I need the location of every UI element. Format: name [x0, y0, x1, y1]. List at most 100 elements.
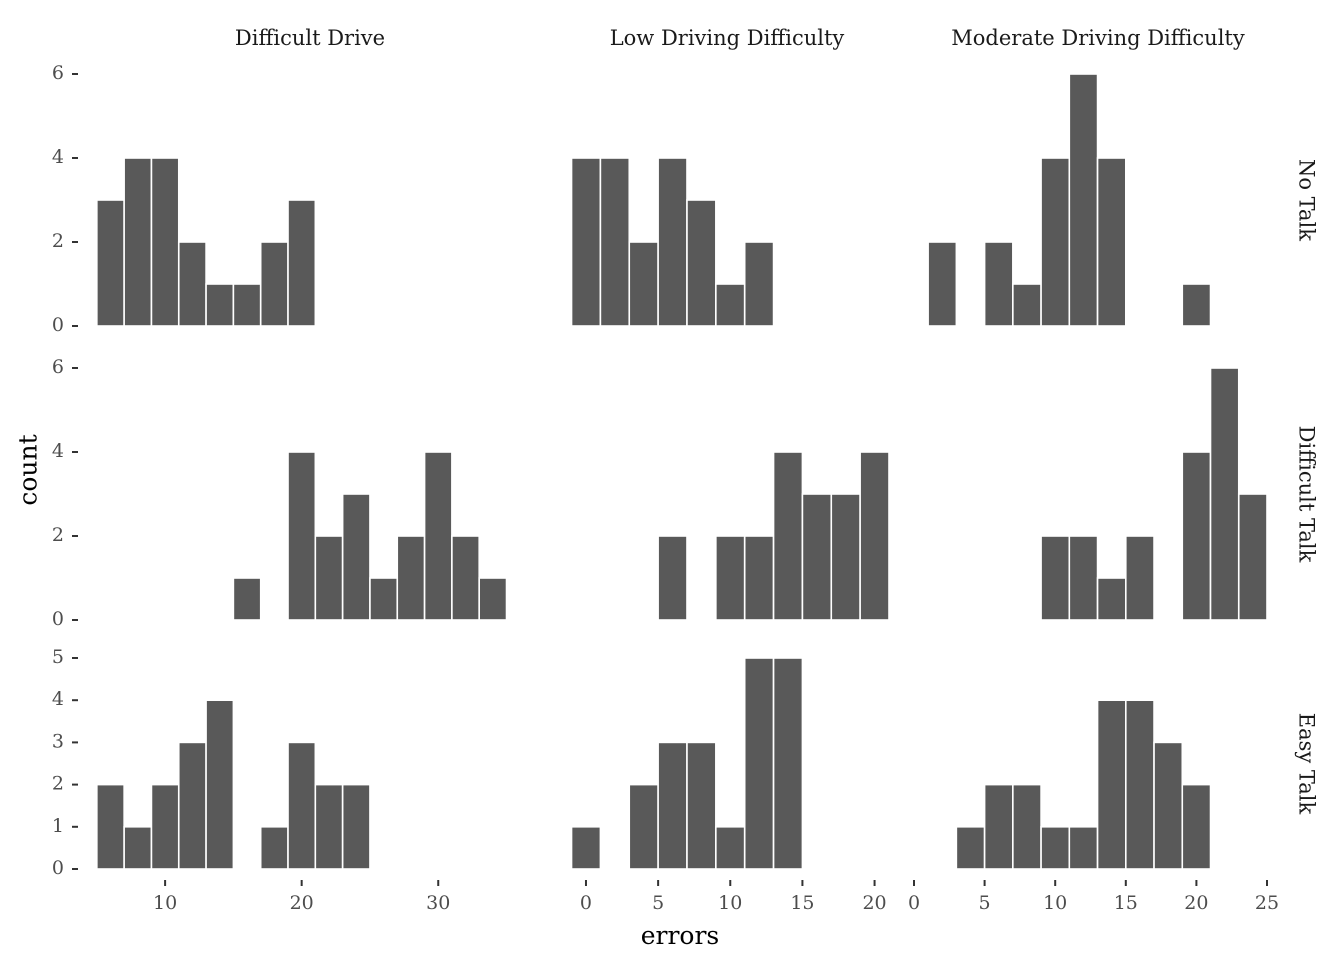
row-strip-label: Difficult Talk — [1295, 426, 1319, 563]
histogram-bar — [570, 157, 602, 327]
x-tick-label: 25 — [1255, 892, 1279, 914]
histogram-bar — [1068, 535, 1099, 621]
histogram-bar — [859, 451, 890, 621]
panel — [955, 699, 1212, 870]
histogram-bar — [927, 241, 958, 327]
histogram-bar — [451, 535, 481, 621]
histogram-bar — [259, 825, 289, 870]
y-axis-title: count — [14, 434, 43, 505]
histogram-bar — [287, 199, 317, 327]
histogram-bar — [1096, 157, 1127, 327]
y-tick-label: 4 — [52, 688, 64, 710]
histogram-bar — [983, 241, 1014, 327]
histogram-bar — [801, 493, 833, 621]
histogram-bar — [743, 241, 775, 327]
histogram-bar — [1125, 535, 1155, 621]
histogram-bar — [686, 741, 717, 870]
histogram-bar — [1096, 577, 1127, 621]
histogram-bar — [715, 283, 746, 327]
x-tick-label: 20 — [290, 892, 314, 914]
column-strip-label: Moderate Driving Difficulty — [951, 26, 1245, 50]
histogram-bar — [1012, 783, 1042, 870]
histogram-bar — [369, 577, 399, 621]
histogram-bar — [396, 535, 426, 621]
histogram-bar — [1040, 157, 1071, 327]
histogram-bar — [1012, 283, 1042, 327]
histogram-bar — [1209, 367, 1240, 621]
panel — [570, 157, 775, 327]
histogram-bar — [314, 535, 344, 621]
row-strip-labels: No Talk Difficult Talk Easy Talk — [1295, 159, 1319, 815]
histogram-bar — [686, 199, 717, 327]
x-tick-label: 5 — [652, 892, 664, 914]
x-tick-label: 0 — [580, 892, 592, 914]
facet-panels — [96, 73, 1268, 870]
histogram-bar — [478, 577, 508, 621]
panel — [96, 157, 317, 327]
histogram-bar — [96, 783, 125, 870]
panel — [1040, 367, 1268, 621]
histogram-bar — [1068, 73, 1099, 327]
row-strip-label: Easy Talk — [1295, 713, 1319, 815]
x-tick-label: 30 — [426, 892, 450, 914]
histogram-bar — [1237, 493, 1268, 621]
histogram-bar — [743, 535, 775, 621]
histogram-bar — [1153, 741, 1184, 870]
x-tick-label: 5 — [979, 892, 991, 914]
histogram-bar — [205, 283, 235, 327]
x-axis-title: errors — [641, 921, 720, 950]
histogram-bar — [628, 783, 659, 870]
y-tick-label: 2 — [52, 230, 64, 252]
histogram-bar — [150, 783, 180, 870]
histogram-bar — [570, 825, 602, 870]
y-tick-label: 5 — [52, 646, 64, 668]
row-strip-label: No Talk — [1295, 159, 1319, 241]
histogram-bar — [657, 741, 688, 870]
histogram-bar — [772, 657, 804, 870]
y-tick-label: 6 — [52, 62, 64, 84]
histogram-bar — [955, 825, 986, 870]
histogram-bar — [96, 199, 125, 327]
y-tick-label: 6 — [52, 356, 64, 378]
panel — [927, 73, 1212, 327]
y-tick-label: 2 — [52, 524, 64, 546]
column-strip-labels: Difficult Drive Low Driving Difficulty Mod… — [235, 26, 1245, 50]
panel — [657, 451, 890, 621]
histogram-bar — [1125, 699, 1155, 870]
histogram-bar — [657, 535, 688, 621]
x-tick-label: 10 — [153, 892, 177, 914]
histogram-bar — [232, 283, 262, 327]
histogram-bar — [1181, 783, 1212, 870]
histogram-bar — [1040, 535, 1071, 621]
y-axes: 0 2 4 6 0 2 4 6 0 1 2 3 4 5 — [52, 62, 78, 879]
histogram-bar — [287, 451, 317, 621]
histogram-bar — [123, 157, 153, 327]
y-tick-label: 1 — [52, 815, 64, 837]
histogram-bar — [743, 657, 775, 870]
column-strip-label: Difficult Drive — [235, 26, 385, 50]
panel — [96, 699, 371, 870]
histogram-bar — [341, 493, 371, 621]
panel — [232, 451, 508, 621]
y-tick-label: 2 — [52, 773, 64, 795]
histogram-bar — [1068, 825, 1099, 870]
histogram-bar — [423, 451, 453, 621]
histogram-bar — [123, 825, 153, 870]
histogram-bar — [205, 699, 235, 870]
y-tick-label: 0 — [52, 608, 64, 630]
x-tick-label: 0 — [908, 892, 920, 914]
histogram-bar — [657, 157, 688, 327]
x-tick-label: 20 — [862, 892, 886, 914]
column-strip-label: Low Driving Difficulty — [610, 26, 845, 50]
histogram-bar — [715, 825, 746, 870]
histogram-bar — [772, 451, 804, 621]
histogram-bar — [1181, 451, 1212, 621]
panel — [570, 657, 804, 870]
x-tick-label: 10 — [1043, 892, 1067, 914]
y-tick-label: 0 — [52, 857, 64, 879]
x-tick-label: 15 — [1114, 892, 1138, 914]
histogram-bar — [259, 241, 289, 327]
y-tick-label: 4 — [52, 146, 64, 168]
histogram-bar — [177, 241, 207, 327]
